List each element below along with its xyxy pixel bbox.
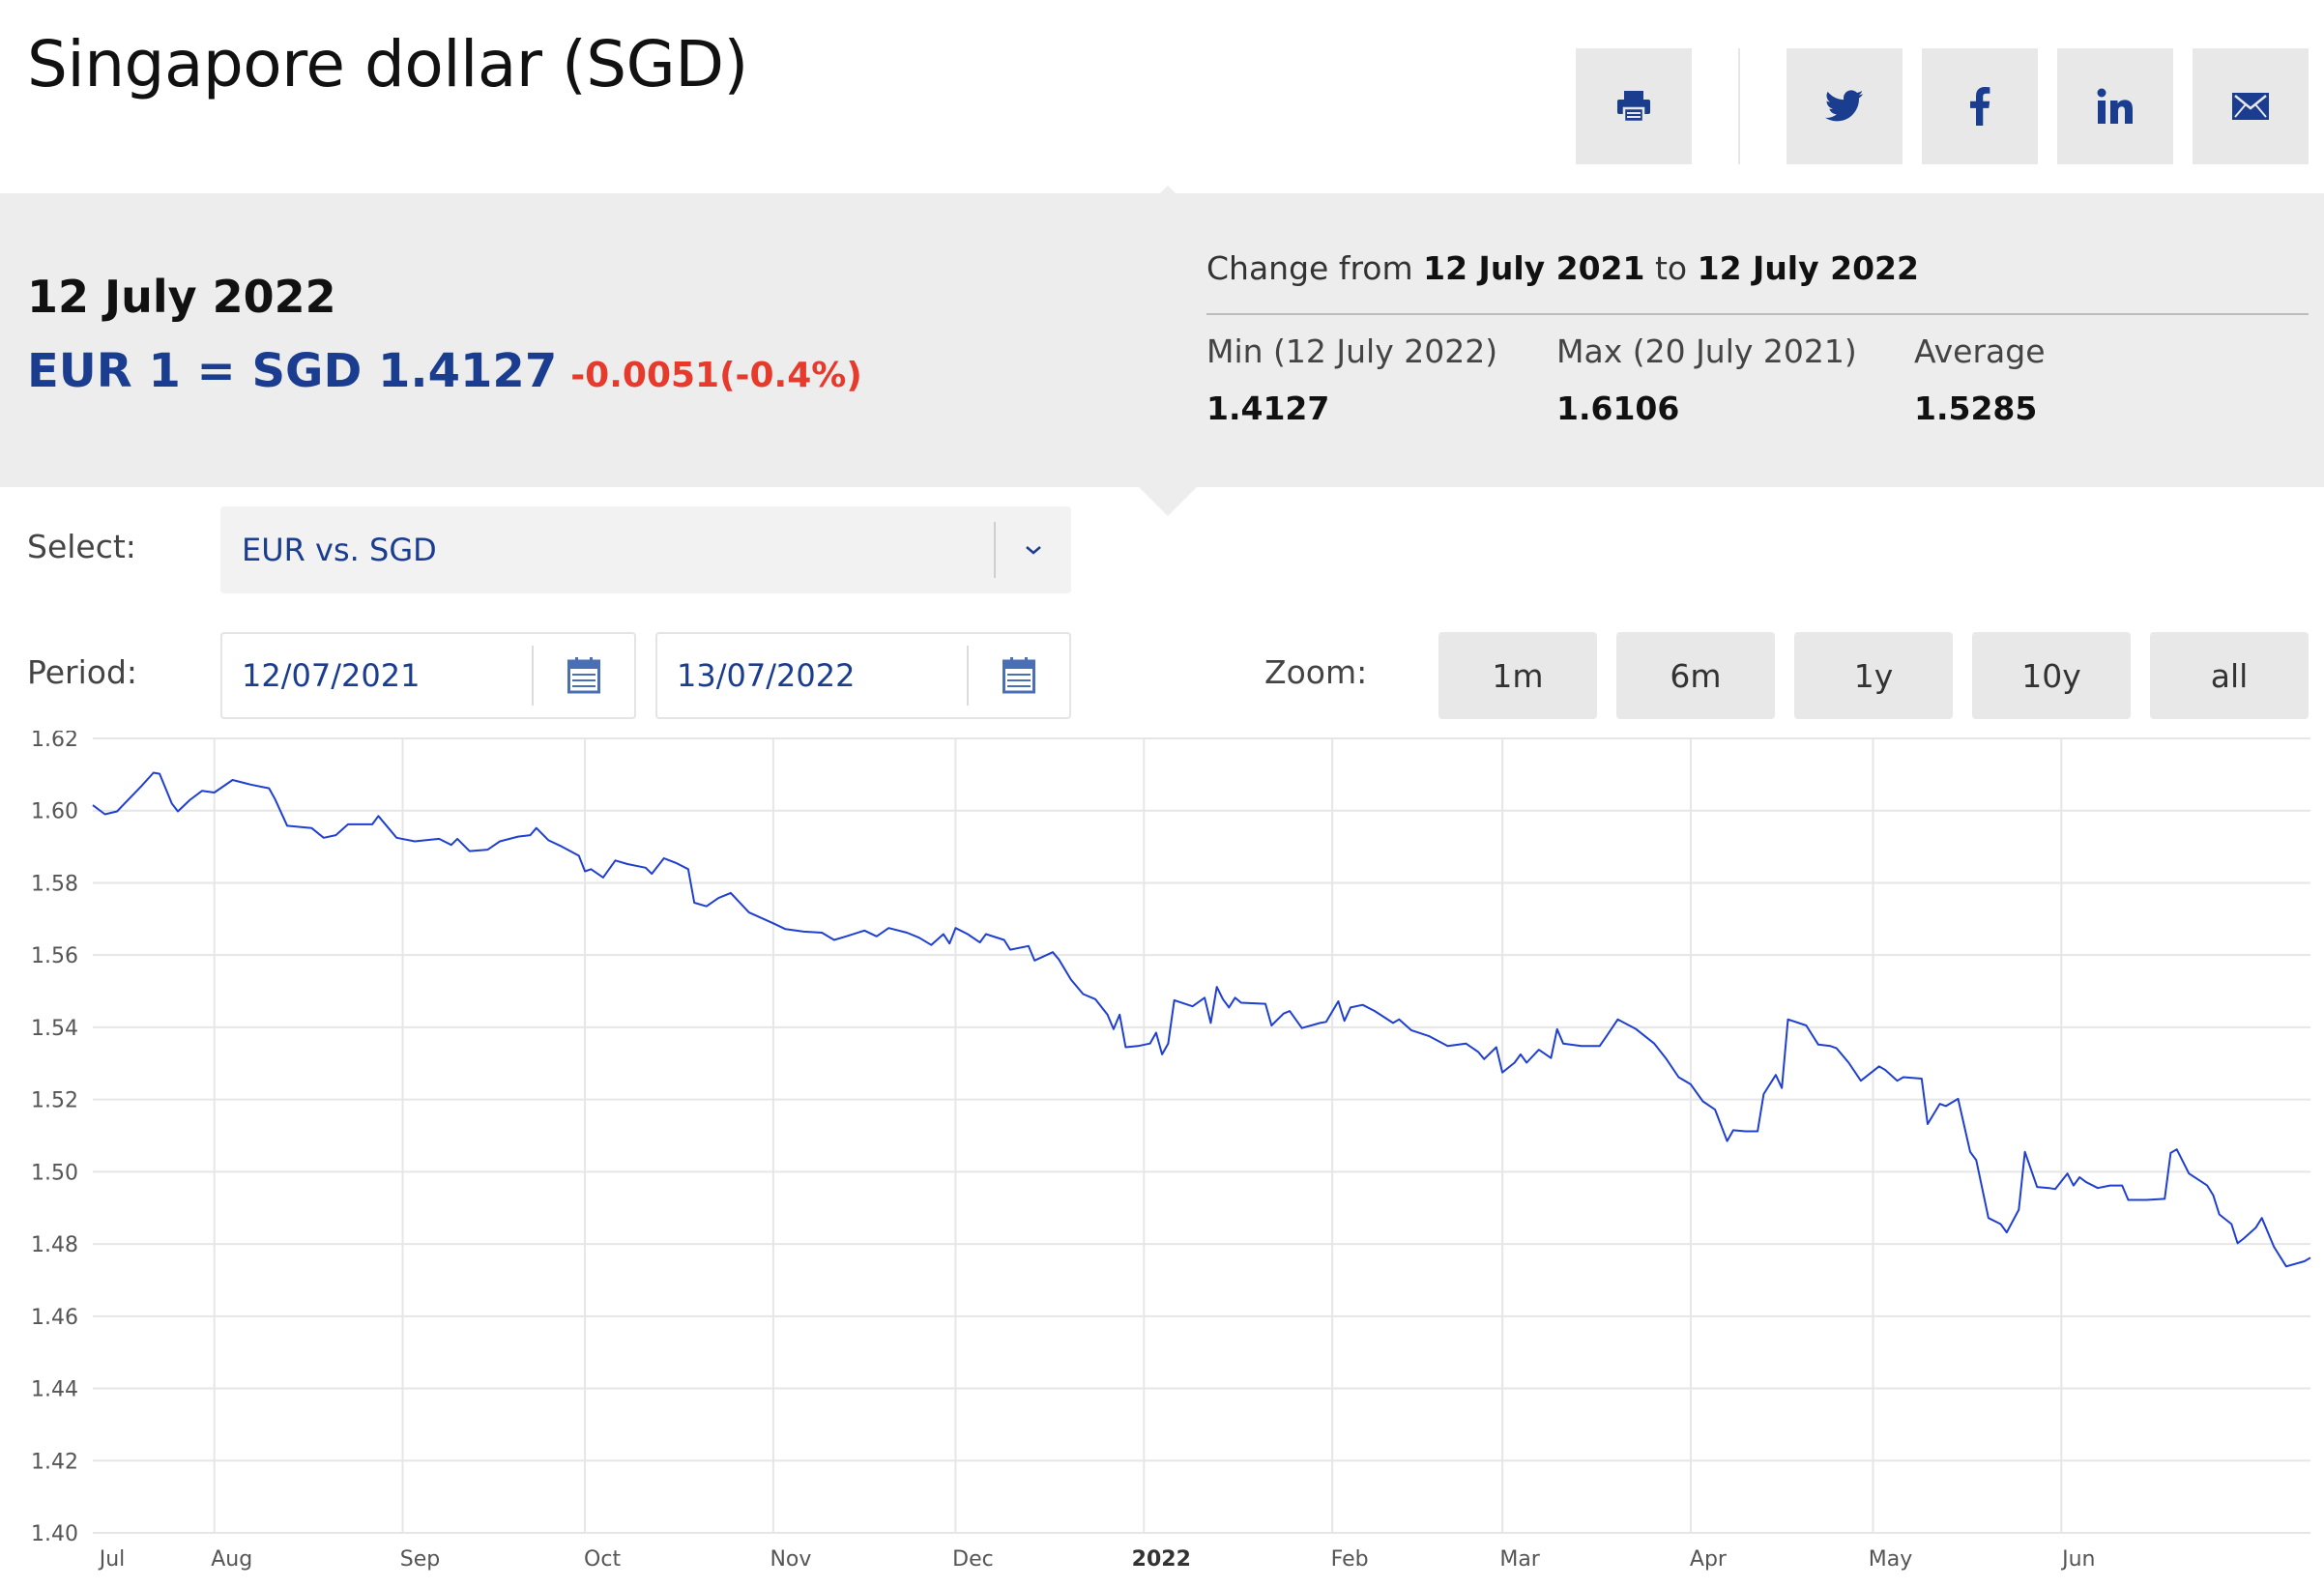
twitter-button[interactable] bbox=[1787, 48, 1903, 164]
share-divider bbox=[1738, 48, 1740, 164]
zoom-6m-button[interactable]: 6m bbox=[1616, 632, 1775, 719]
x-tick-label: 2022 bbox=[1132, 1547, 1191, 1572]
x-tick-label: Nov bbox=[770, 1547, 811, 1572]
period-start-field[interactable]: 12/07/2021 bbox=[220, 632, 636, 719]
x-tick-label: Mar bbox=[1499, 1547, 1540, 1572]
y-tick-label: 1.42 bbox=[31, 1450, 78, 1474]
period-start-value: 12/07/2021 bbox=[242, 657, 421, 694]
calendar-icon[interactable] bbox=[534, 657, 634, 694]
zoom-1y-button[interactable]: 1y bbox=[1794, 632, 1953, 719]
facebook-button[interactable] bbox=[1922, 48, 2038, 164]
facebook-icon bbox=[1970, 87, 1990, 126]
divider bbox=[1206, 313, 2309, 315]
y-tick-label: 1.58 bbox=[31, 872, 78, 896]
rate-date: 12 July 2022 bbox=[27, 271, 336, 323]
x-tick-label: Dec bbox=[952, 1547, 994, 1572]
change-prefix: Change from bbox=[1206, 249, 1413, 287]
stat-min: Min (12 July 2022) 1.4127 bbox=[1206, 332, 1497, 427]
rate-line: EUR 1 = SGD 1.4127 -0.0051(-0.4%) bbox=[27, 344, 862, 398]
y-tick-label: 1.52 bbox=[31, 1089, 78, 1113]
x-tick-label: Feb bbox=[1331, 1547, 1369, 1572]
period-end-value: 13/07/2022 bbox=[677, 657, 856, 694]
select-separator bbox=[994, 522, 996, 578]
print-icon bbox=[1617, 91, 1650, 124]
currency-pair-select[interactable]: EUR vs. SGD bbox=[220, 506, 1071, 593]
series-line bbox=[92, 771, 2311, 1268]
y-tick-label: 1.48 bbox=[31, 1233, 78, 1257]
x-tick-label: Jun bbox=[2060, 1547, 2095, 1572]
change-to-word: to bbox=[1654, 249, 1688, 287]
stat-max-value: 1.6106 bbox=[1556, 390, 1680, 427]
summary-notch bbox=[1139, 186, 1197, 215]
zoom-10y-button[interactable]: 10y bbox=[1972, 632, 2131, 719]
x-tick-label: Aug bbox=[211, 1547, 252, 1572]
y-tick-label: 1.50 bbox=[31, 1161, 78, 1185]
y-tick-label: 1.62 bbox=[31, 731, 78, 752]
currency-pair-value: EUR vs. SGD bbox=[242, 532, 437, 568]
stat-min-label: Min (12 July 2022) bbox=[1206, 332, 1498, 370]
zoom-label: Zoom: bbox=[1264, 653, 1368, 691]
stat-average-value: 1.5285 bbox=[1914, 390, 2038, 427]
rate-change: -0.0051(-0.4%) bbox=[570, 356, 862, 395]
field-separator bbox=[532, 646, 534, 706]
stat-min-value: 1.4127 bbox=[1206, 390, 1330, 427]
print-button[interactable] bbox=[1576, 48, 1692, 164]
zoom-all-button[interactable]: all bbox=[2150, 632, 2309, 719]
change-to-date: 12 July 2022 bbox=[1697, 249, 1919, 287]
calendar-icon[interactable] bbox=[969, 657, 1069, 694]
change-range: Change from 12 July 2021 to 12 July 2022 bbox=[1206, 249, 1919, 287]
rate-chart[interactable]: 1.40 1.42 1.44 1.46 1.48 1.50 1.52 1.54 1.56 1.58… bbox=[0, 731, 2324, 1587]
period-label: Period: bbox=[27, 653, 138, 691]
linkedin-button[interactable] bbox=[2057, 48, 2173, 164]
rate-value: EUR 1 = SGD 1.4127 bbox=[27, 344, 558, 398]
y-tick-label: 1.54 bbox=[31, 1017, 78, 1041]
linkedin-icon bbox=[2097, 88, 2133, 124]
change-from-date: 12 July 2021 bbox=[1423, 249, 1645, 287]
email-icon bbox=[2232, 93, 2269, 120]
select-label: Select: bbox=[27, 528, 136, 565]
stat-average-label: Average bbox=[1914, 332, 2046, 370]
summary-panel bbox=[0, 193, 2324, 487]
twitter-icon bbox=[1825, 90, 1864, 122]
y-tick-label: 1.46 bbox=[31, 1306, 78, 1330]
summary-notch bbox=[1139, 487, 1197, 516]
x-tick-label: Jul bbox=[98, 1547, 126, 1572]
y-tick-label: 1.60 bbox=[31, 800, 78, 824]
period-end-field[interactable]: 13/07/2022 bbox=[655, 632, 1071, 719]
y-tick-label: 1.56 bbox=[31, 944, 78, 968]
x-tick-label: Oct bbox=[584, 1547, 621, 1572]
chevron-down-icon bbox=[996, 544, 1071, 556]
zoom-1m-button[interactable]: 1m bbox=[1438, 632, 1597, 719]
stat-average: Average 1.5285 bbox=[1914, 332, 2046, 427]
y-tick-label: 1.40 bbox=[31, 1522, 78, 1546]
x-tick-label: Apr bbox=[1690, 1547, 1728, 1572]
field-separator bbox=[967, 646, 969, 706]
y-tick-label: 1.44 bbox=[31, 1378, 78, 1402]
email-button[interactable] bbox=[2193, 48, 2309, 164]
stat-max: Max (20 July 2021) 1.6106 bbox=[1556, 332, 1857, 427]
x-tick-label: May bbox=[1869, 1547, 1912, 1572]
x-tick-label: Sep bbox=[400, 1547, 440, 1572]
page-title: Singapore dollar (SGD) bbox=[27, 27, 748, 101]
stat-max-label: Max (20 July 2021) bbox=[1556, 332, 1857, 370]
